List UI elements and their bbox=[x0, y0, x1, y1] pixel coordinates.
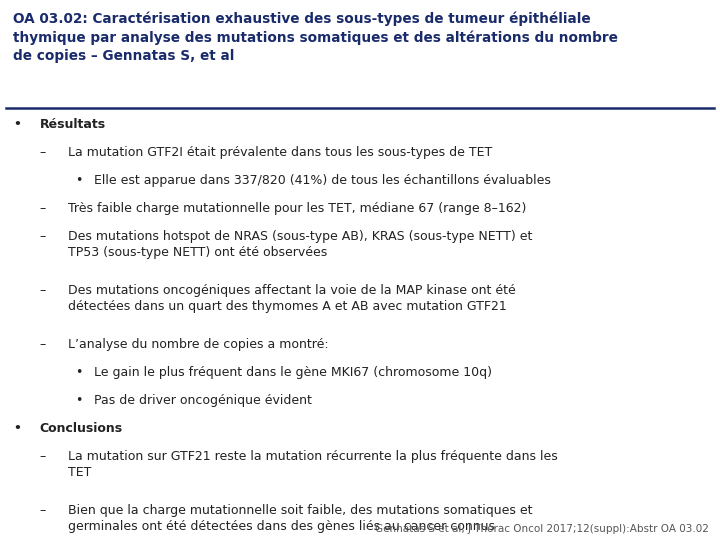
Text: Le gain le plus fréquent dans le gène MKI67 (chromosome 10q): Le gain le plus fréquent dans le gène MK… bbox=[94, 366, 492, 379]
Text: –: – bbox=[40, 146, 46, 159]
Text: –: – bbox=[40, 230, 46, 243]
Text: La mutation sur GTF21 reste la mutation récurrente la plus fréquente dans les
TE: La mutation sur GTF21 reste la mutation … bbox=[68, 450, 558, 479]
Text: •: • bbox=[13, 422, 21, 435]
Text: •: • bbox=[13, 118, 21, 131]
Text: –: – bbox=[40, 504, 46, 517]
Text: Conclusions: Conclusions bbox=[40, 422, 122, 435]
Text: –: – bbox=[40, 202, 46, 215]
Text: –: – bbox=[40, 338, 46, 351]
Text: •: • bbox=[76, 394, 83, 407]
Text: Elle est apparue dans 337/820 (41%) de tous les échantillons évaluables: Elle est apparue dans 337/820 (41%) de t… bbox=[94, 174, 551, 187]
Text: La mutation GTF2I était prévalente dans tous les sous-types de TET: La mutation GTF2I était prévalente dans … bbox=[68, 146, 492, 159]
Text: •: • bbox=[76, 174, 83, 187]
Text: Pas de driver oncogénique évident: Pas de driver oncogénique évident bbox=[94, 394, 312, 407]
Text: •: • bbox=[76, 366, 83, 379]
Text: Des mutations oncogéniques affectant la voie de la MAP kinase ont été
détectées : Des mutations oncogéniques affectant la … bbox=[68, 284, 516, 313]
Text: OA 03.02: Caractérisation exhaustive des sous-types de tumeur épithéliale
thymiq: OA 03.02: Caractérisation exhaustive des… bbox=[13, 12, 618, 63]
Text: Bien que la charge mutationnelle soit faible, des mutations somatiques et
germin: Bien que la charge mutationnelle soit fa… bbox=[68, 504, 533, 533]
Text: –: – bbox=[40, 450, 46, 463]
Text: –: – bbox=[40, 284, 46, 297]
Text: Des mutations hotspot de NRAS (sous-type AB), KRAS (sous-type NETT) et
TP53 (sou: Des mutations hotspot de NRAS (sous-type… bbox=[68, 230, 533, 259]
Text: Très faible charge mutationnelle pour les TET, médiane 67 (range 8–162): Très faible charge mutationnelle pour le… bbox=[68, 202, 527, 215]
Text: Résultats: Résultats bbox=[40, 118, 106, 131]
Text: L’analyse du nombre de copies a montré:: L’analyse du nombre de copies a montré: bbox=[68, 338, 329, 351]
Text: Gennatas S et al, J Thorac Oncol 2017;12(suppl):Abstr OA 03.02: Gennatas S et al, J Thorac Oncol 2017;12… bbox=[375, 523, 709, 534]
